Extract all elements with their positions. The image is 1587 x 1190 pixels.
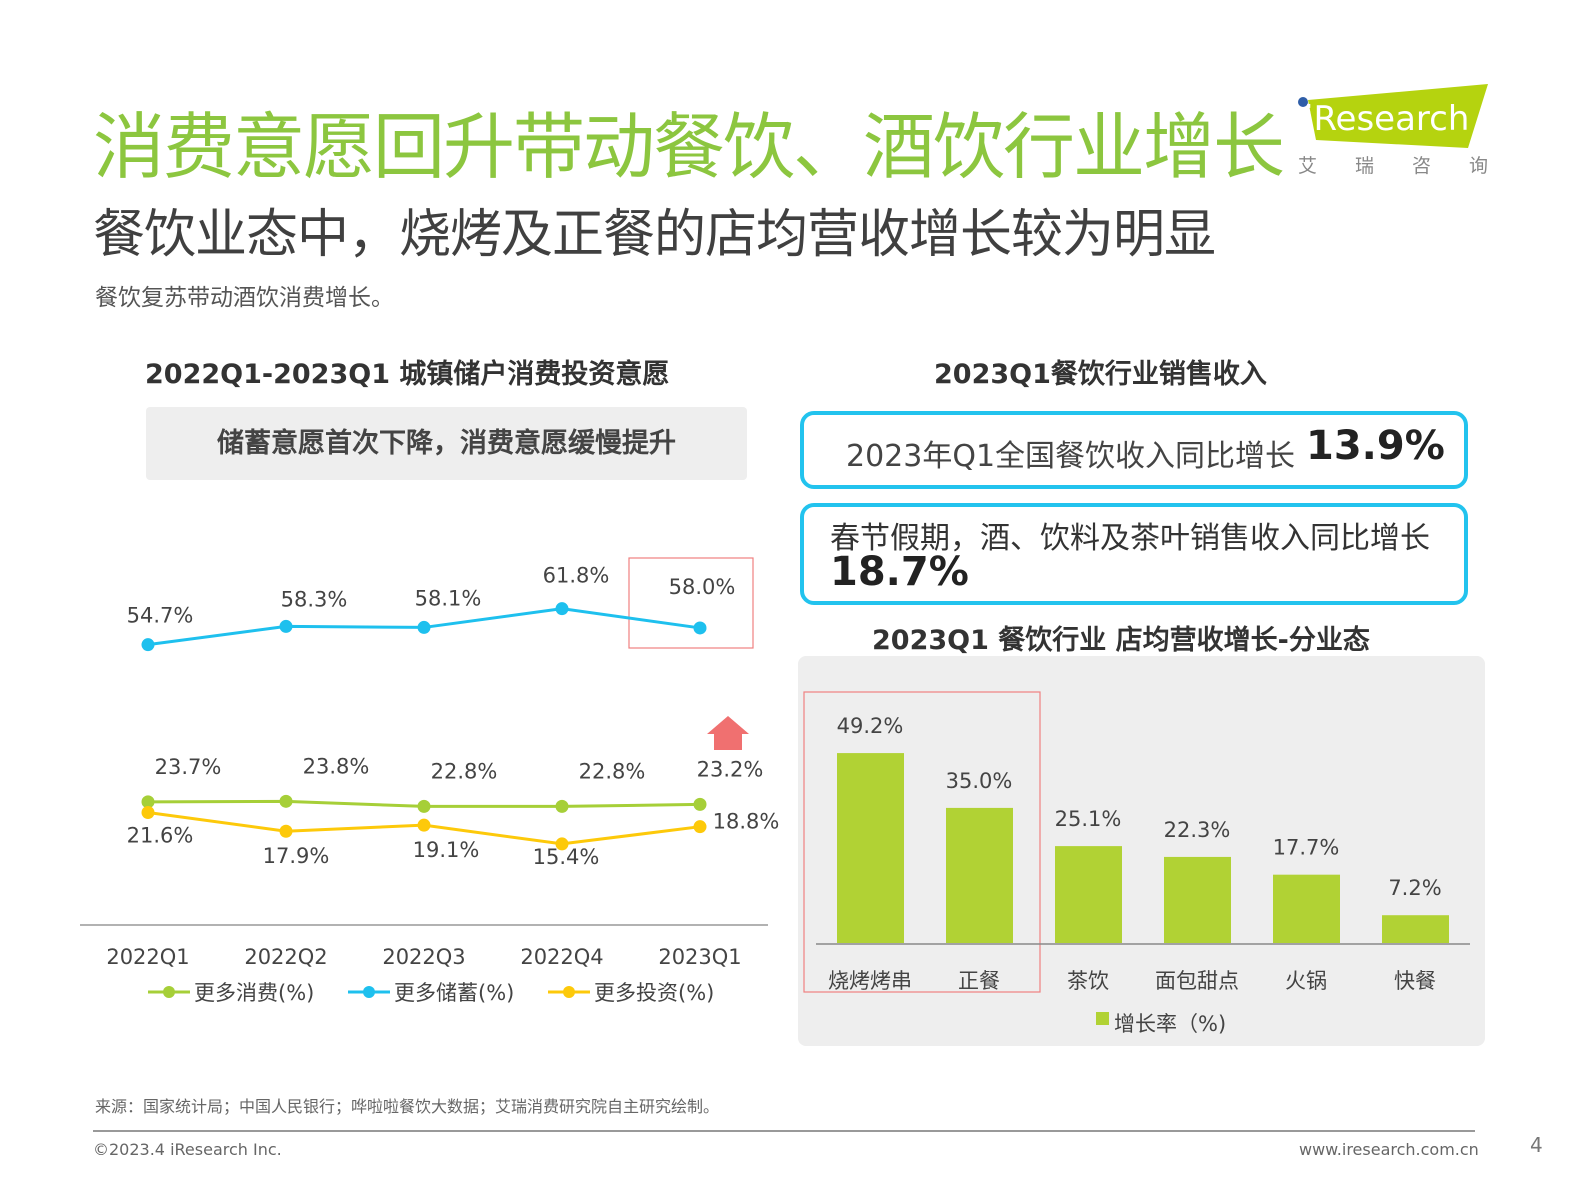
- page-description: 餐饮复苏带动酒饮消费增长。: [95, 285, 394, 311]
- svg-text:艾瑞咨询: 艾瑞咨询: [1298, 155, 1496, 177]
- data-label: 22.8%: [579, 759, 646, 783]
- data-point: [417, 620, 431, 634]
- bar: [837, 753, 904, 943]
- stat-text: 春节假期，酒、饮料及茶叶销售收入同比增长: [830, 521, 1430, 556]
- data-point: [141, 638, 155, 652]
- data-point: [693, 797, 707, 811]
- page-subtitle: 餐饮业态中，烧烤及正餐的店均营收增长较为明显: [93, 205, 1216, 265]
- legend-label: 更多投资(%): [594, 981, 714, 1005]
- bar-value-label: 22.3%: [1164, 818, 1231, 842]
- bar: [946, 807, 1013, 943]
- data-point: [555, 837, 569, 851]
- data-label: 58.3%: [281, 587, 348, 611]
- data-label: 22.8%: [431, 759, 498, 783]
- source-note: 来源：国家统计局；中国人民银行；哗啦啦餐饮大数据；艾瑞消费研究院自主研究绘制。: [95, 1097, 720, 1116]
- legend-label: 增长率（%): [1114, 1012, 1226, 1036]
- data-point: [279, 824, 293, 838]
- data-label: 23.2%: [697, 757, 764, 781]
- x-tick-label: 火锅: [1285, 969, 1327, 993]
- stat-box-revenue: 2023年Q1全国餐饮收入同比增长 13.9%: [800, 411, 1468, 489]
- data-label: 21.6%: [127, 823, 194, 847]
- legend-marker: [563, 986, 575, 998]
- website-link[interactable]: www.iresearch.com.cn: [1299, 1140, 1479, 1159]
- page-title: 消费意愿回升带动餐饮、酒饮行业增长: [93, 105, 1285, 189]
- data-point: [417, 818, 431, 832]
- bar-value-label: 49.2%: [837, 714, 904, 738]
- data-point: [555, 602, 569, 616]
- copyright: ©2023.4 iResearch Inc.: [93, 1140, 282, 1159]
- data-point: [693, 820, 707, 834]
- bar-value-label: 25.1%: [1055, 807, 1122, 831]
- x-tick-label: 2022Q4: [520, 945, 603, 969]
- data-label: 17.9%: [263, 844, 330, 868]
- data-label: 23.7%: [155, 755, 222, 779]
- bar-value-label: 35.0%: [946, 769, 1013, 793]
- x-tick-label: 2022Q3: [382, 945, 465, 969]
- legend-label: 更多储蓄(%): [394, 981, 514, 1005]
- bar: [1055, 846, 1122, 943]
- data-label: 58.0%: [669, 575, 736, 599]
- highlight-box: [803, 691, 1041, 993]
- data-point: [141, 795, 155, 809]
- x-tick-label: 2022Q2: [244, 945, 327, 969]
- callout-text: 储蓄意愿首次下降，消费意愿缓慢提升: [146, 407, 747, 480]
- data-point: [279, 794, 293, 808]
- bar: [1382, 915, 1449, 943]
- iresearch-logo: iResearch 艾瑞咨询: [1298, 84, 1496, 177]
- highlight-box: [628, 557, 754, 649]
- data-label: 18.8%: [713, 810, 780, 834]
- data-label: 19.1%: [413, 838, 480, 862]
- x-tick-label: 快餐: [1394, 969, 1436, 993]
- x-tick-label: 面包甜点: [1155, 969, 1239, 993]
- data-label: 58.1%: [415, 586, 482, 610]
- data-point: [279, 619, 293, 633]
- legend-marker: [1096, 1012, 1109, 1025]
- line-chart-title: 2022Q1-2023Q1 城镇储户消费投资意愿: [145, 359, 670, 390]
- data-label: 61.8%: [543, 564, 610, 588]
- stat-value: 13.9%: [1306, 423, 1445, 469]
- stat-box-spring: 春节假期，酒、饮料及茶叶销售收入同比增长 18.7%: [800, 503, 1468, 605]
- data-point: [141, 805, 155, 819]
- data-point: [555, 799, 569, 813]
- data-label: 15.4%: [533, 845, 600, 869]
- x-tick-label: 烧烤烤串: [828, 969, 912, 993]
- x-tick-label: 正餐: [958, 969, 1000, 993]
- bar-chart-title: 2023Q1 餐饮行业 店均营收增长-分业态: [872, 625, 1370, 656]
- stat-value: 18.7%: [830, 549, 969, 595]
- data-point: [693, 621, 707, 635]
- bar-value-label: 17.7%: [1273, 836, 1340, 860]
- x-tick-label: 2022Q1: [106, 945, 189, 969]
- footer-divider: [93, 1130, 1475, 1132]
- up-arrow-icon: [707, 716, 749, 750]
- legend-marker: [163, 986, 175, 998]
- bar: [1164, 856, 1231, 943]
- x-tick-label: 茶饮: [1067, 969, 1109, 993]
- bar-chart-background: [798, 656, 1485, 1046]
- data-label: 23.8%: [303, 754, 370, 778]
- bar: [1273, 874, 1340, 943]
- legend-marker: [363, 986, 375, 998]
- right-title: 2023Q1餐饮行业销售收入: [934, 359, 1267, 390]
- legend-label: 更多消费(%): [194, 981, 314, 1005]
- bar-value-label: 7.2%: [1388, 876, 1441, 900]
- svg-text:iResearch: iResearch: [1304, 99, 1469, 139]
- data-label: 54.7%: [127, 604, 194, 628]
- stat-text: 2023年Q1全国餐饮收入同比增长: [846, 439, 1296, 474]
- page-number: 4: [1530, 1133, 1543, 1157]
- data-point: [417, 799, 431, 813]
- x-tick-label: 2023Q1: [658, 945, 741, 969]
